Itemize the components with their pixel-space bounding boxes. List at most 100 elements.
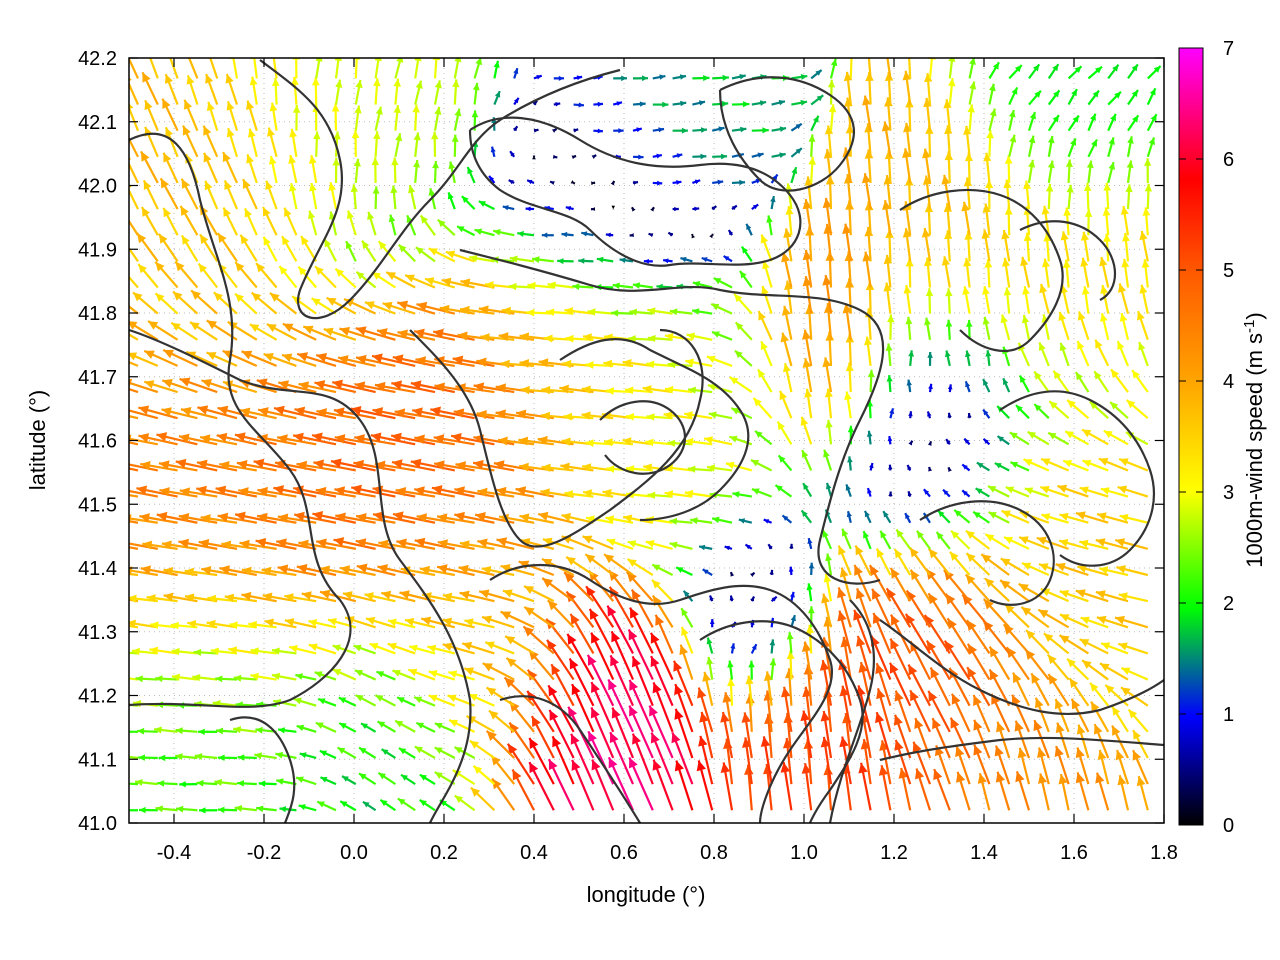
wind-arrow	[588, 608, 615, 654]
arrow-head	[457, 226, 465, 233]
wind-arrow	[973, 744, 991, 785]
arrow-head	[240, 407, 251, 417]
contour-line	[468, 116, 802, 267]
arrow-head	[495, 383, 507, 393]
arrow-head	[538, 511, 549, 521]
wind-arrow	[866, 487, 872, 497]
arrow-head	[578, 102, 584, 108]
arrow-head	[729, 377, 739, 385]
arrow-head	[495, 409, 506, 419]
wind-arrow	[951, 693, 971, 733]
arrow-head	[872, 613, 882, 624]
arrow-head	[1103, 430, 1113, 439]
arrow-head	[196, 459, 208, 470]
arrow-head	[414, 537, 426, 548]
arrow-head	[316, 408, 327, 418]
arrow-head	[216, 432, 228, 443]
arrow-head	[800, 99, 808, 106]
wind-arrow	[1080, 257, 1090, 288]
wind-arrow	[906, 379, 912, 393]
arrow-head	[162, 379, 173, 388]
wind-arrow	[396, 696, 416, 707]
wind-arrow	[302, 325, 337, 341]
wind-arrow	[1107, 137, 1115, 158]
wind-arrow	[889, 638, 912, 681]
arrow-head	[421, 616, 432, 626]
wind-arrow	[129, 755, 139, 760]
wind-arrow	[949, 551, 971, 576]
arrow-head	[1059, 539, 1069, 547]
wind-arrow	[491, 777, 516, 811]
arrow-head	[684, 411, 693, 419]
arrow-head	[721, 100, 729, 107]
wind-arrow	[271, 77, 280, 105]
arrow-head	[312, 432, 323, 442]
arrow-head	[605, 387, 614, 395]
arrow-head	[619, 257, 626, 264]
arrow-head	[1115, 750, 1125, 761]
wind-arrow	[652, 74, 666, 80]
arrow-head	[839, 736, 849, 748]
arrow-head	[162, 98, 171, 109]
wind-arrow	[731, 179, 746, 186]
wind-arrow	[1093, 370, 1110, 393]
wind-arrow	[800, 710, 813, 759]
terrain-contours	[129, 59, 1164, 823]
arrow-head	[839, 567, 849, 578]
wind-arrow	[858, 762, 872, 811]
wind-arrow	[474, 228, 495, 237]
wind-arrow	[607, 678, 634, 733]
wind-arrow	[780, 762, 793, 811]
arrow-head	[894, 549, 903, 559]
wind-arrow	[1064, 430, 1089, 446]
arrow-shaft	[886, 58, 892, 79]
arrow-head	[552, 154, 558, 159]
arrow-head	[428, 670, 438, 678]
wind-arrow	[224, 593, 257, 603]
wind-arrow	[648, 232, 654, 238]
arrow-head	[997, 436, 1005, 442]
arrow-head	[451, 134, 459, 142]
arrow-head	[338, 355, 349, 365]
wind-arrow	[391, 157, 399, 183]
wind-arrow	[547, 281, 574, 289]
wind-arrow	[731, 204, 738, 211]
wind-arrow	[927, 592, 951, 628]
contour-line	[129, 328, 472, 823]
arrow-head	[967, 104, 975, 113]
arrow-head	[740, 126, 747, 133]
arrow-head	[806, 624, 814, 634]
arrow-head	[1118, 592, 1128, 601]
arrow-head	[334, 486, 346, 496]
arrow-head	[269, 58, 274, 59]
arrow-head	[312, 511, 324, 521]
wind-arrow	[234, 432, 277, 446]
arrow-head	[788, 566, 794, 572]
arrow-head	[741, 246, 749, 254]
wind-arrow	[810, 94, 824, 106]
wind-arrow	[481, 615, 515, 629]
arrow-head	[1029, 111, 1036, 120]
arrow-shaft	[129, 409, 159, 420]
wind-arrow	[184, 567, 218, 577]
wind-arrow	[210, 647, 238, 656]
wind-arrow	[434, 382, 475, 394]
wind-arrow	[1060, 231, 1070, 262]
arrow-shaft	[129, 275, 139, 289]
wind-arrow	[332, 379, 376, 394]
arrow-head	[1080, 257, 1089, 267]
wind-arrow	[541, 232, 554, 238]
wind-arrow	[581, 231, 594, 237]
arrow-head	[951, 530, 960, 539]
arrow-head	[257, 512, 268, 523]
arrow-head	[828, 104, 837, 113]
wind-arrow	[1027, 135, 1036, 158]
arrow-head	[1043, 233, 1052, 242]
arrow-head	[908, 440, 913, 446]
arrow-head	[296, 776, 304, 783]
wind-arrow	[1121, 258, 1130, 288]
arrow-head	[1136, 311, 1145, 321]
wind-arrow	[372, 407, 416, 420]
wind-arrow	[800, 509, 813, 524]
arrow-head	[847, 425, 855, 433]
